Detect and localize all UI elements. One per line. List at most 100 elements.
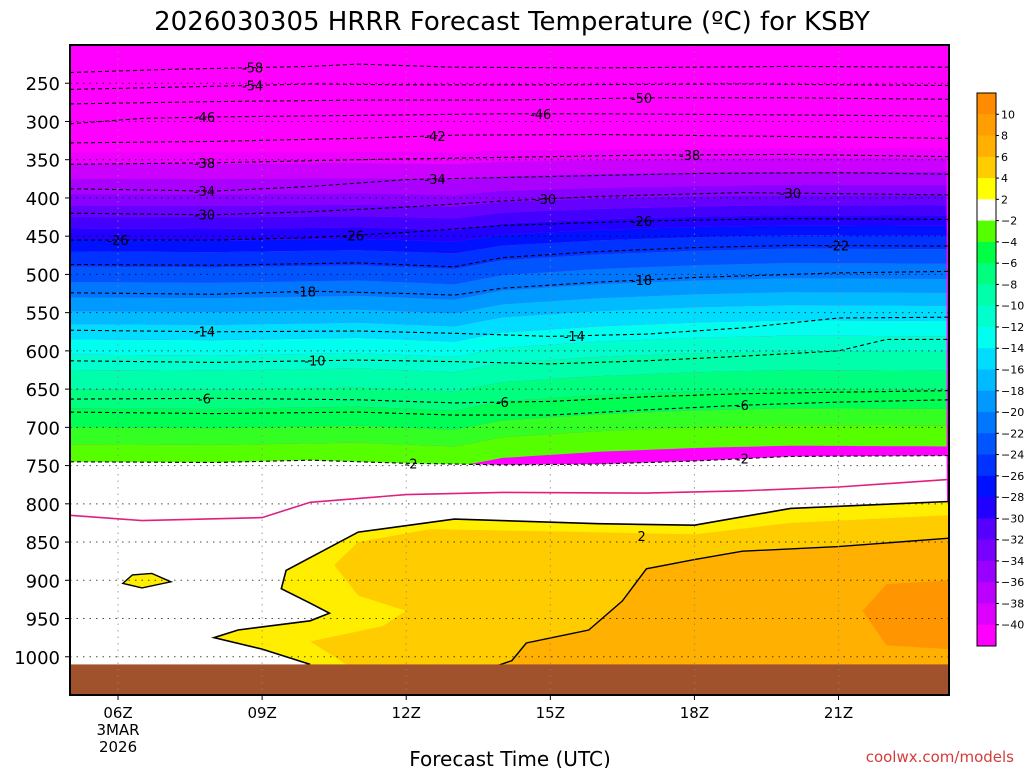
colorbar-swatch xyxy=(977,369,996,392)
colorbar-label: 2 xyxy=(1001,193,1008,206)
colorbar-swatch xyxy=(977,135,996,158)
colorbar-label: 10 xyxy=(1001,108,1015,121)
colorbar-swatch xyxy=(977,582,996,604)
colorbar-label: −16 xyxy=(1001,364,1024,377)
isotherm-label: -30 xyxy=(780,187,801,202)
colorbar-label: −2 xyxy=(1001,215,1017,228)
colorbar-swatch xyxy=(977,624,996,647)
y-tick-label: 450 xyxy=(26,227,60,248)
isotherm-line xyxy=(70,270,949,296)
colorbar-swatch xyxy=(977,305,996,328)
colorbar-label: 8 xyxy=(1001,130,1008,143)
colorbar-label: −22 xyxy=(1001,427,1024,440)
isotherm-line xyxy=(70,218,949,241)
freezing-line xyxy=(70,478,949,522)
colorbar-swatch xyxy=(977,475,996,498)
isotherm-label: -34 xyxy=(424,173,445,188)
colorbar-swatch xyxy=(977,539,996,562)
band-fill xyxy=(70,335,947,373)
colorbar-label: −12 xyxy=(1001,321,1024,334)
colorbar-label: −30 xyxy=(1001,512,1024,525)
colorbar-label: −10 xyxy=(1001,300,1024,313)
isotherm-label: -46 xyxy=(194,111,215,126)
plot-frame xyxy=(69,44,950,696)
colorbar-swatch xyxy=(977,497,996,519)
y-tick-label: 650 xyxy=(26,380,60,401)
grid xyxy=(70,45,949,695)
x-tick-label: 15Z xyxy=(536,704,565,722)
colorbar-swatch xyxy=(977,114,996,137)
colorbar-swatch xyxy=(977,199,996,222)
isotherm-label: -22 xyxy=(828,240,849,255)
y-tick-label: 850 xyxy=(26,533,60,554)
colorbar-swatch xyxy=(977,178,996,200)
colorbar-label: −34 xyxy=(1001,555,1024,568)
y-tick-label: 550 xyxy=(26,304,60,325)
isotherm-label: -10 xyxy=(304,355,325,370)
isotherm-line xyxy=(70,133,949,144)
warm-layer-label: 2 xyxy=(637,530,645,545)
colorbar-swatch xyxy=(977,412,996,434)
colorbar-label: −14 xyxy=(1001,342,1024,355)
colorbar-label: −8 xyxy=(1001,278,1017,291)
band-fill xyxy=(70,215,947,242)
surface-ground-band xyxy=(70,664,949,695)
band-fill xyxy=(70,235,947,269)
colorbar-swatch xyxy=(977,560,996,583)
band-fill xyxy=(70,320,947,357)
x-tick-label: 06Z xyxy=(103,704,132,722)
isotherm-label: -38 xyxy=(194,157,215,172)
isotherm-label: -46 xyxy=(530,108,551,123)
y-tick-label: 250 xyxy=(26,74,60,95)
colorbar-label: −36 xyxy=(1001,576,1024,589)
colorbar-label: −20 xyxy=(1001,406,1024,419)
isotherm-label: -6 xyxy=(736,399,749,414)
y-tick-label: 350 xyxy=(26,151,60,172)
isotherm-label: -54 xyxy=(242,79,263,94)
colorbar-label: −6 xyxy=(1001,257,1017,270)
x-tick-label: 3MAR xyxy=(96,721,139,739)
colorbar-swatch xyxy=(977,603,996,626)
band-fill xyxy=(70,292,947,327)
colorbar-swatch xyxy=(977,263,996,285)
isotherm-label: -34 xyxy=(194,185,215,200)
colorbar-swatch xyxy=(977,348,996,370)
band-fill xyxy=(70,171,947,196)
colorbar-swatch xyxy=(977,156,996,179)
band-fill xyxy=(70,225,947,254)
y-tick-label: 700 xyxy=(26,418,60,439)
band-fill xyxy=(70,185,947,207)
y-tick-label: 950 xyxy=(26,610,60,631)
band-fill xyxy=(70,350,947,392)
y-tick-label: 600 xyxy=(26,342,60,363)
isotherm-label: -58 xyxy=(242,62,263,77)
isotherm-line xyxy=(70,244,949,268)
band-fill xyxy=(70,248,947,285)
isotherm-label: -6 xyxy=(496,396,509,411)
band-fill xyxy=(70,278,947,314)
colorbar-swatch xyxy=(977,93,996,115)
isotherm-label: -42 xyxy=(424,130,445,145)
colorbar-label: −32 xyxy=(1001,534,1024,547)
colorbar-swatch xyxy=(977,220,996,243)
colorbar-label: −26 xyxy=(1001,470,1024,483)
colorbar-swatch xyxy=(977,390,996,413)
x-tick-label: 12Z xyxy=(392,704,421,722)
isotherm-line xyxy=(70,338,949,365)
x-tick-label: 21Z xyxy=(824,704,853,722)
y-tick-label: 900 xyxy=(26,571,60,592)
isotherm-line xyxy=(70,316,949,337)
isotherm-label: -30 xyxy=(194,209,215,224)
colorbar: 10 8 6 4 2 −2 −4 −6 −8 −10 −12 −14 −16 −18 −20 −22 −24 −2… xyxy=(976,92,1024,647)
isotherm-label: -26 xyxy=(107,234,128,249)
y-tick-label: 400 xyxy=(26,189,60,210)
colorbar-label: −4 xyxy=(1001,236,1017,249)
band-fill xyxy=(70,370,947,411)
isotherm-line xyxy=(70,455,949,466)
band-fill xyxy=(70,408,947,447)
warm-layer-6c xyxy=(478,538,949,673)
warm-layer-8c xyxy=(862,580,949,650)
band-fill xyxy=(70,389,947,430)
x-tick-label: 2026 xyxy=(99,738,137,756)
